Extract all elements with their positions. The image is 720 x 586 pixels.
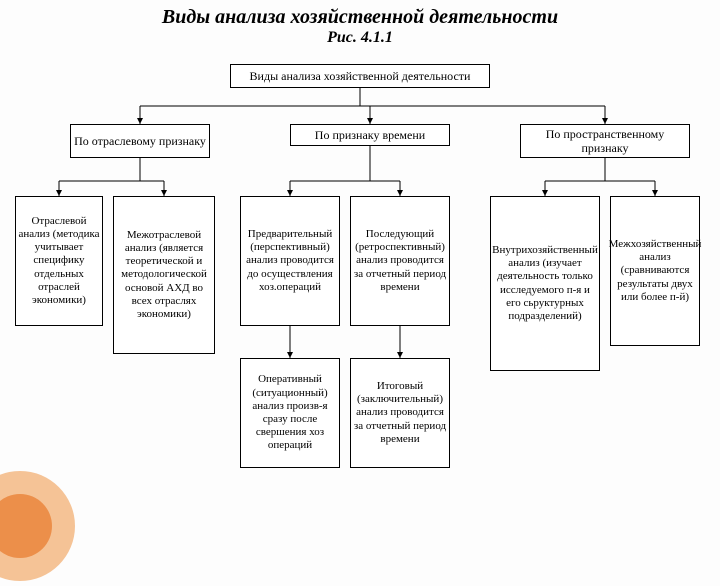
- page-title: Виды анализа хозяйственной деятельности: [0, 6, 720, 29]
- leaf-space-internal: Внутрихозяйственный анализ (изучает деят…: [490, 196, 600, 371]
- leaf-space-inter: Межхозяйственный анализ (сравниваются ре…: [610, 196, 700, 346]
- root-node: Виды анализа хозяйственной деятельности: [230, 64, 490, 88]
- leaf-time-prelim: Предварительный (перспективный) анализ п…: [240, 196, 340, 326]
- leaf-time-final: Итоговый (заключительный) анализ проводи…: [350, 358, 450, 468]
- leaf-industry-2: Межотраслевой анализ (является теоретиче…: [113, 196, 215, 354]
- mid-node-time: По признаку времени: [290, 124, 450, 146]
- leaf-industry-1: Отраслевой анализ (методика учитывает сп…: [15, 196, 103, 326]
- leaf-time-operative: Оперативный (ситуационный) анализ произв…: [240, 358, 340, 468]
- figure-label: Рис. 4.1.1: [0, 29, 720, 47]
- mid-node-space: По пространственному признаку: [520, 124, 690, 158]
- corner-circle-icon: [0, 466, 80, 586]
- leaf-time-post: Последующий (ретроспективный) анализ про…: [350, 196, 450, 326]
- mid-node-industry: По отраслевому признаку: [70, 124, 210, 158]
